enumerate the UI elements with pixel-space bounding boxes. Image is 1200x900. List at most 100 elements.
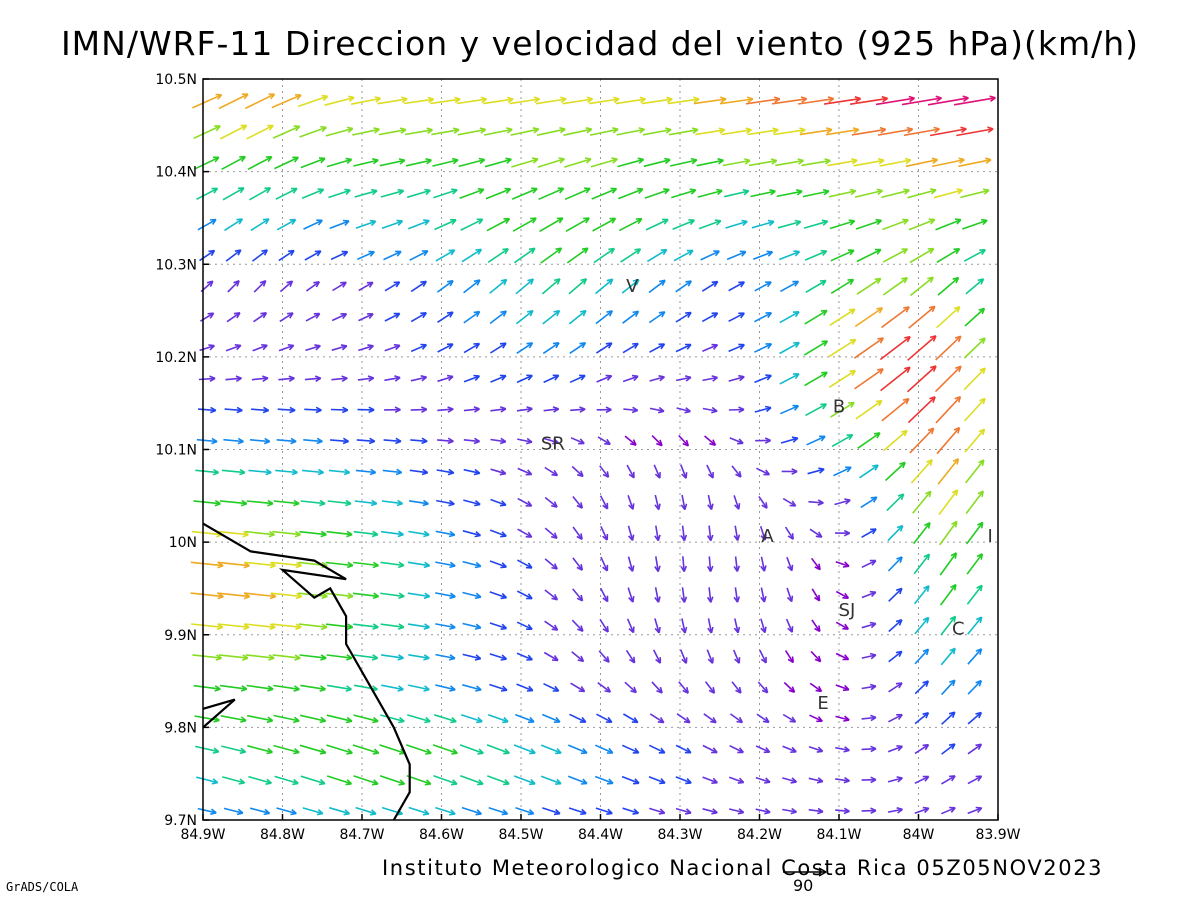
wind-vector	[649, 713, 665, 724]
wind-vector	[299, 125, 327, 138]
wind-vector	[600, 525, 609, 541]
wind-vector	[407, 714, 431, 724]
wind-vector	[760, 587, 767, 603]
wind-vector-head	[373, 127, 380, 134]
wind-vector	[516, 621, 533, 630]
wind-vector-head	[604, 438, 611, 446]
wind-vector-shaft	[541, 713, 561, 723]
wind-vector-shaft	[754, 343, 772, 353]
wind-vector-head	[949, 806, 956, 813]
wind-vector-shaft	[297, 95, 328, 108]
wind-vector	[221, 155, 246, 171]
wind-vector	[489, 591, 508, 600]
wind-vector-head	[424, 188, 431, 196]
y-tick-label: 10.3N	[155, 257, 197, 273]
wind-vector	[678, 434, 690, 447]
wind-vector	[964, 428, 986, 453]
wind-vector-shaft	[515, 807, 535, 815]
wind-vector	[196, 437, 218, 445]
wind-vector	[570, 406, 586, 413]
wind-vector-head	[235, 375, 242, 382]
wind-vector	[489, 310, 508, 325]
wind-vector	[568, 309, 587, 325]
wind-vector-head	[711, 280, 719, 288]
wind-vector-head	[237, 187, 245, 194]
wind-vector	[624, 681, 637, 694]
wind-vector-shaft	[217, 561, 250, 567]
wind-vector	[572, 526, 583, 541]
wind-vector-head	[904, 157, 912, 165]
wind-vector-shaft	[941, 679, 956, 696]
wind-vector-head	[398, 592, 405, 600]
wind-vector-head	[214, 499, 221, 507]
wind-vector	[484, 157, 512, 168]
wind-vector-shaft	[353, 775, 379, 785]
wind-vector	[755, 437, 771, 444]
wind-vector	[486, 744, 510, 755]
wind-vector-head	[842, 684, 850, 692]
wind-vector-head	[345, 779, 353, 786]
wind-vector	[786, 556, 794, 572]
wind-vector-shaft	[489, 653, 507, 660]
wind-vector-shaft	[672, 219, 695, 230]
wind-vector-shaft	[274, 156, 299, 170]
wind-vector	[721, 127, 752, 136]
wind-vector-head	[908, 95, 915, 103]
wind-vector-shaft	[834, 499, 851, 506]
wind-vector	[934, 365, 962, 393]
wind-vector	[810, 650, 822, 663]
wind-vector-shaft	[728, 343, 745, 353]
wind-vector	[696, 158, 724, 167]
wind-vector	[785, 618, 794, 633]
wind-vector	[756, 467, 771, 476]
wind-vector-head	[708, 687, 716, 694]
wind-vector	[901, 95, 942, 106]
wind-vector-shaft	[463, 468, 480, 474]
wind-vector-head	[820, 309, 828, 317]
wind-vector-head	[423, 685, 430, 692]
wind-vector	[195, 468, 220, 476]
wind-vector-head	[760, 595, 767, 603]
wind-vector-head	[689, 188, 697, 195]
wind-vector	[861, 559, 877, 569]
wind-vector-shaft	[517, 559, 533, 569]
wind-vector-head	[424, 779, 432, 786]
wind-vector-head	[265, 156, 273, 163]
wind-vector	[646, 248, 668, 263]
wind-vector-shaft	[653, 464, 661, 479]
wind-vector	[835, 715, 850, 722]
wind-vector-shaft	[460, 218, 484, 231]
wind-vector-head	[473, 342, 481, 350]
wind-vector	[517, 528, 533, 538]
wind-vector	[248, 468, 272, 476]
wind-vector-shaft	[328, 469, 350, 474]
wind-vector	[933, 188, 964, 199]
wind-vector-head	[953, 426, 961, 434]
wind-vector	[302, 807, 324, 816]
wind-vector-shaft	[622, 375, 639, 383]
wind-vector-head	[552, 685, 560, 692]
wind-vector-head	[422, 809, 430, 816]
wind-vector-shaft	[486, 217, 510, 232]
wind-vector	[572, 557, 584, 571]
wind-vector-head	[895, 682, 903, 689]
wind-vector-shaft	[599, 587, 609, 602]
wind-vector-head	[292, 778, 299, 786]
wind-vector-shaft	[910, 459, 933, 484]
wind-vector	[326, 654, 353, 661]
wind-vector-shaft	[305, 281, 320, 292]
wind-vector	[936, 306, 961, 329]
wind-vector-head	[954, 395, 962, 403]
wind-vector	[760, 556, 767, 572]
wind-vector	[430, 96, 461, 105]
wind-vector-shaft	[680, 464, 687, 479]
wind-vector-shaft	[543, 437, 559, 444]
wind-vector-shaft	[702, 776, 718, 784]
wind-vector-head	[655, 657, 662, 664]
wind-vector-shaft	[888, 713, 903, 723]
wind-vector	[908, 305, 936, 329]
wind-vector-head	[555, 778, 562, 785]
wind-vector-shaft	[218, 654, 248, 659]
wind-vector	[410, 312, 427, 323]
wind-vector	[221, 468, 246, 476]
